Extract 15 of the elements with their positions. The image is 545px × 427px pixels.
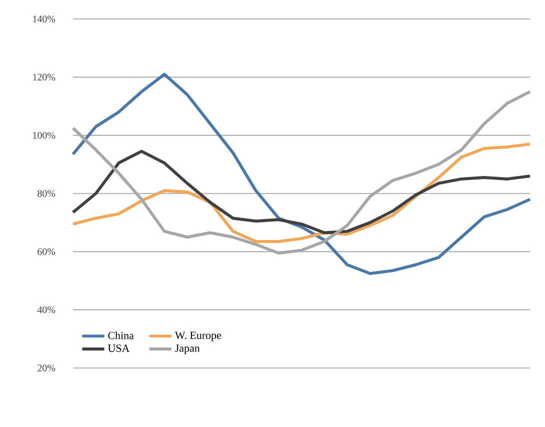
legend-label: W. Europe — [174, 332, 221, 342]
line-series — [72, 72, 532, 275]
legend-label: USA — [108, 344, 130, 352]
line-series — [72, 90, 532, 255]
line-series — [72, 142, 532, 243]
y-tick-label: 100% — [33, 132, 56, 139]
y-tick-label: 20% — [38, 364, 56, 372]
y-tick-label: 80% — [38, 190, 56, 197]
y-tick-label: 120% — [33, 74, 56, 81]
line-series — [72, 150, 532, 234]
y-tick-label: 60% — [38, 248, 56, 256]
y-tick-label: 140% — [33, 16, 56, 22]
legend-label: Japan — [175, 344, 200, 354]
legend-label: China — [108, 332, 134, 340]
y-tick-label: 40% — [37, 306, 56, 314]
